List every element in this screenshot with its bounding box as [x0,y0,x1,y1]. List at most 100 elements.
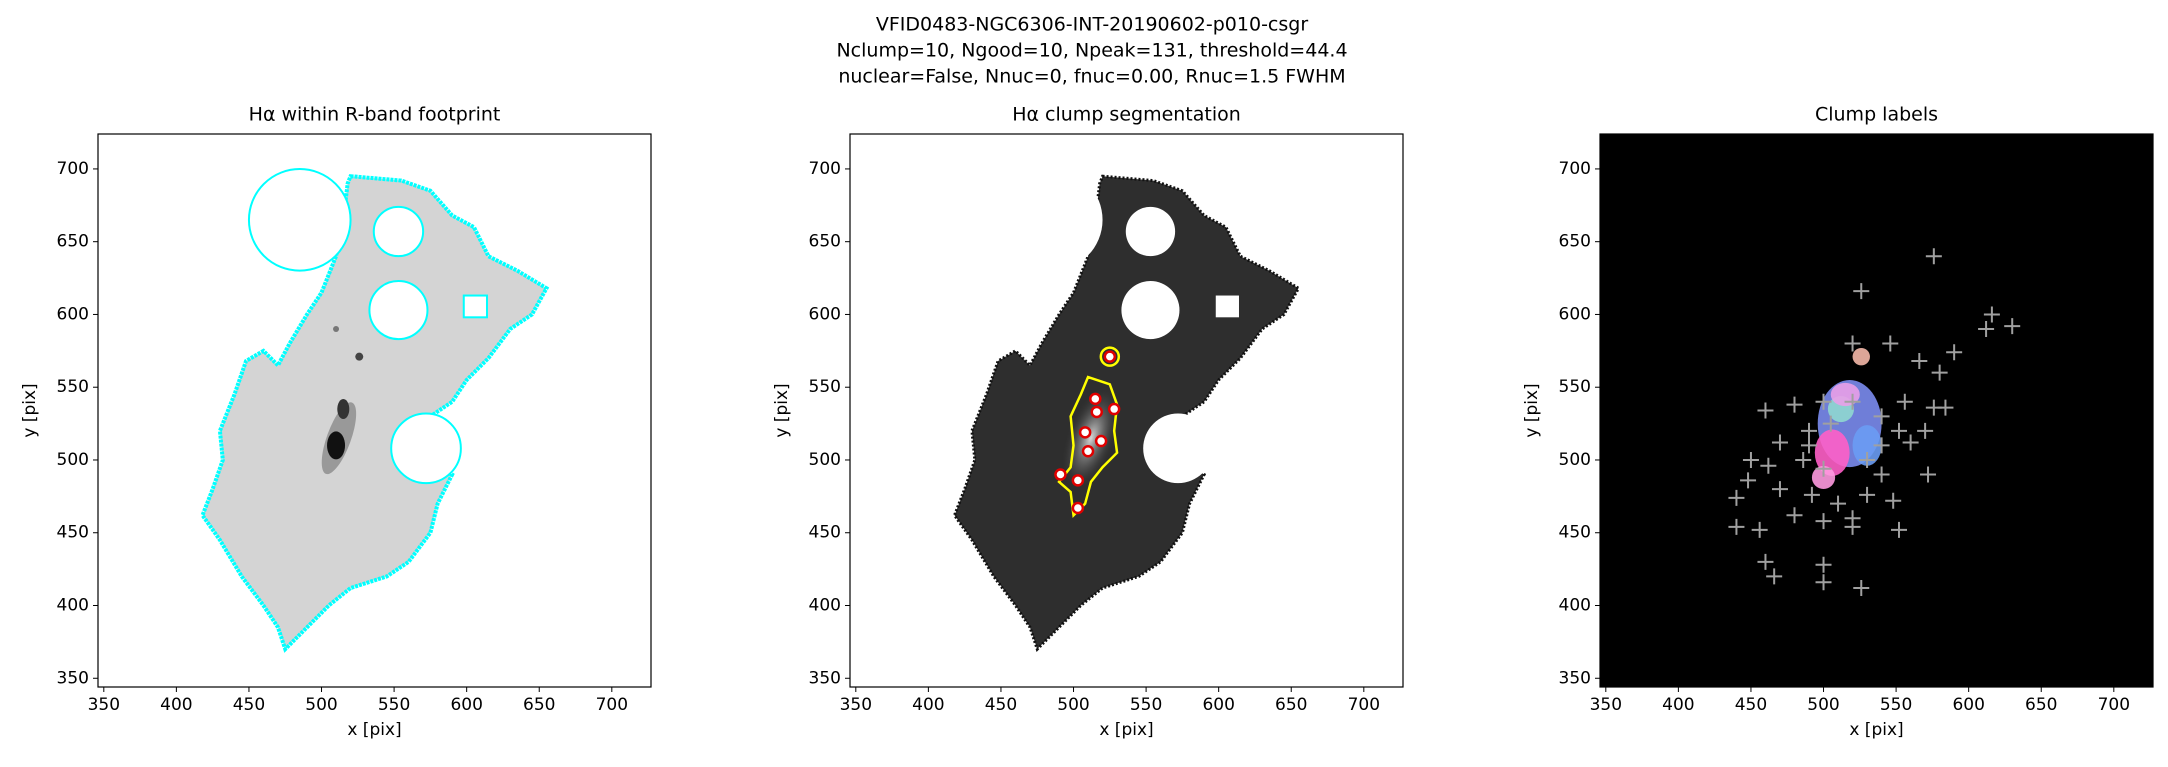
y-axis-label: y [pix] [20,383,40,437]
x-tick-label: 350 [88,695,120,715]
y-tick-label: 400 [57,596,89,616]
x-axis-label: x [pix] [1099,720,1153,740]
peak-marker [1978,321,1995,338]
peak-marker [1946,344,1963,361]
mask-hole [368,280,429,341]
peak-marker [1983,306,2000,323]
emission [327,431,346,460]
x-tick-label: 400 [912,695,944,715]
clump-peak [1103,350,1117,363]
suptitle: VFID0483-NGC6306-INT-20190602-p010-csgr [876,14,1308,36]
clump-peak [1090,405,1103,419]
x-tick-label: 700 [2098,695,2130,715]
footprint [200,174,550,653]
x-tick-label: 600 [1952,695,1984,715]
label-region [1852,347,1870,366]
y-tick-label: 700 [1559,159,1591,179]
peak-marker [1925,248,1942,265]
x-tick-label: 450 [1735,695,1767,715]
peak-marker [1766,568,1783,585]
image [1728,248,2021,597]
peak-marker [1902,434,1919,451]
image [200,168,550,653]
label-region [1811,465,1836,490]
peak-marker [1822,415,1839,432]
peak-marker [1844,518,1861,535]
peak-marker [1742,451,1759,468]
y-tick-label: 600 [1559,304,1591,324]
y-tick-label: 400 [1559,596,1591,616]
x-tick-label: 450 [985,695,1017,715]
peak-marker [1859,486,1876,503]
x-tick-label: 500 [1807,695,1839,715]
axes-frame [849,133,1404,688]
y-tick-label: 350 [57,668,89,688]
peak-marker [1757,402,1774,419]
emission [333,326,340,333]
peak-marker [1911,353,1928,370]
panel-title: Clump labels [1815,104,1938,126]
x-tick-label: 650 [2025,695,2057,715]
peak-marker [1803,486,1820,503]
x-axis-label: x [pix] [347,720,401,740]
x-axis-label: x [pix] [1849,720,1903,740]
x-tick-label: 700 [1348,695,1380,715]
suptitle: nuclear=False, Nnuc=0, fnuc=0.00, Rnuc=1… [838,66,1345,88]
x-tick-label: 550 [378,695,410,715]
axes-frame [97,133,652,688]
y-tick-label: 600 [57,304,89,324]
peak-marker [1771,481,1788,498]
peak-marker [1891,422,1907,439]
peak-marker [1728,518,1745,535]
y-tick-label: 650 [57,232,89,252]
peak-marker [1760,457,1777,474]
y-tick-label: 500 [57,450,89,470]
y-tick-label: 550 [809,377,841,397]
peak-marker [1815,574,1832,591]
x-tick-label: 550 [1880,695,1912,715]
x-tick-label: 400 [160,695,192,715]
y-tick-label: 550 [1559,377,1591,397]
peak-marker [1815,393,1832,410]
peak-marker [1728,489,1745,506]
x-tick-label: 600 [1202,695,1234,715]
peak-marker [1801,422,1818,439]
mask-hole [1125,206,1176,257]
clump-peak [1078,426,1092,439]
panel: 350 400 450 500 550 600 650 700 350 400 450 500 550 6… [20,104,652,740]
clump-peak [1071,501,1085,515]
x-tick-label: 500 [305,695,337,715]
mask-hole [372,205,425,258]
peak-marker [1801,437,1818,454]
peak-marker [1891,521,1907,538]
mask-hole [462,294,488,319]
x-tick-label: 500 [1057,695,1089,715]
peak-marker [1795,451,1812,468]
y-tick-label: 450 [57,523,89,543]
y-axis-label: y [pix] [1522,383,1542,437]
footprint [952,174,1301,652]
clump-peak [1094,434,1108,448]
peak-marker [1786,396,1803,413]
x-tick-label: 400 [1662,695,1694,715]
peak-marker [1830,495,1847,512]
mask-hole [1000,169,1103,271]
peak-marker [1873,437,1890,454]
x-tick-label: 450 [233,695,265,715]
peak-marker [1757,553,1774,570]
glow [1061,385,1121,491]
peak-marker [1844,335,1861,352]
peak-marker [1920,466,1937,483]
peak-marker [1917,422,1934,439]
y-tick-label: 350 [1559,668,1591,688]
peak-marker [1853,580,1870,597]
peak-marker [1931,364,1948,381]
peak-marker [1740,472,1757,489]
peak-marker [1844,393,1861,410]
panel-title: Hα within R-band footprint [249,104,501,126]
mask-hole [1121,281,1180,340]
peak-marker [1873,408,1890,425]
emission [337,399,350,420]
clump-peak [1071,474,1085,487]
y-tick-label: 700 [57,159,89,179]
